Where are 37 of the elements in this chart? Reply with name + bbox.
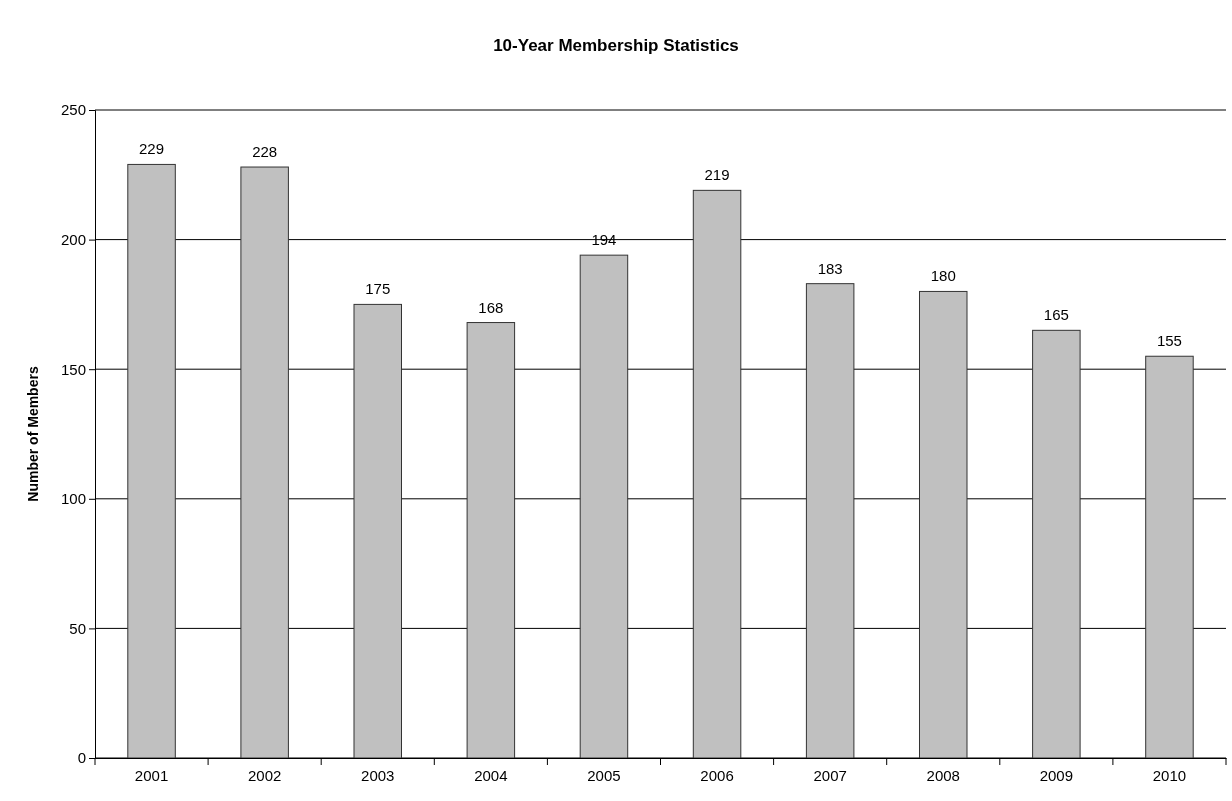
- y-tick-label: 200: [60, 230, 86, 248]
- x-tick-label: 2008: [926, 766, 960, 784]
- y-tick-label: 250: [60, 101, 86, 119]
- x-tick-label: 2003: [361, 766, 395, 784]
- bar: [1032, 329, 1081, 759]
- x-tick-label: 2007: [813, 766, 847, 784]
- x-tick-label: 2005: [587, 766, 621, 784]
- x-tick-label: 2009: [1039, 766, 1074, 784]
- bar: [240, 166, 289, 759]
- x-tick-label: 2006: [700, 766, 734, 784]
- y-tick-label: 150: [60, 360, 86, 378]
- bar: [1145, 355, 1194, 759]
- data-label: 168: [478, 298, 504, 316]
- x-tick-label: 2004: [474, 766, 508, 784]
- data-label: 180: [930, 267, 956, 285]
- y-tick-label: 100: [60, 490, 86, 508]
- bar: [466, 322, 516, 759]
- bar: [692, 189, 742, 759]
- data-label: 155: [1156, 332, 1182, 350]
- data-label: 175: [365, 280, 391, 298]
- bar: [353, 303, 402, 759]
- bar: [919, 290, 968, 759]
- y-tick-label: 0: [77, 749, 86, 767]
- data-label: 228: [252, 143, 278, 161]
- y-tick-label: 50: [69, 619, 86, 637]
- bar: [127, 163, 176, 759]
- bar: [805, 283, 855, 759]
- x-tick-label: 2010: [1152, 766, 1187, 784]
- y-axis-title: Number of Members: [25, 366, 41, 502]
- data-label: 165: [1043, 306, 1069, 324]
- data-label: 183: [817, 259, 843, 277]
- data-label: 219: [704, 166, 730, 184]
- chart-title: 10-Year Membership Statistics: [493, 36, 739, 55]
- x-tick-label: 2001: [134, 766, 169, 784]
- data-label: 229: [139, 140, 165, 158]
- bar: [579, 254, 629, 759]
- x-tick-label: 2002: [247, 766, 282, 784]
